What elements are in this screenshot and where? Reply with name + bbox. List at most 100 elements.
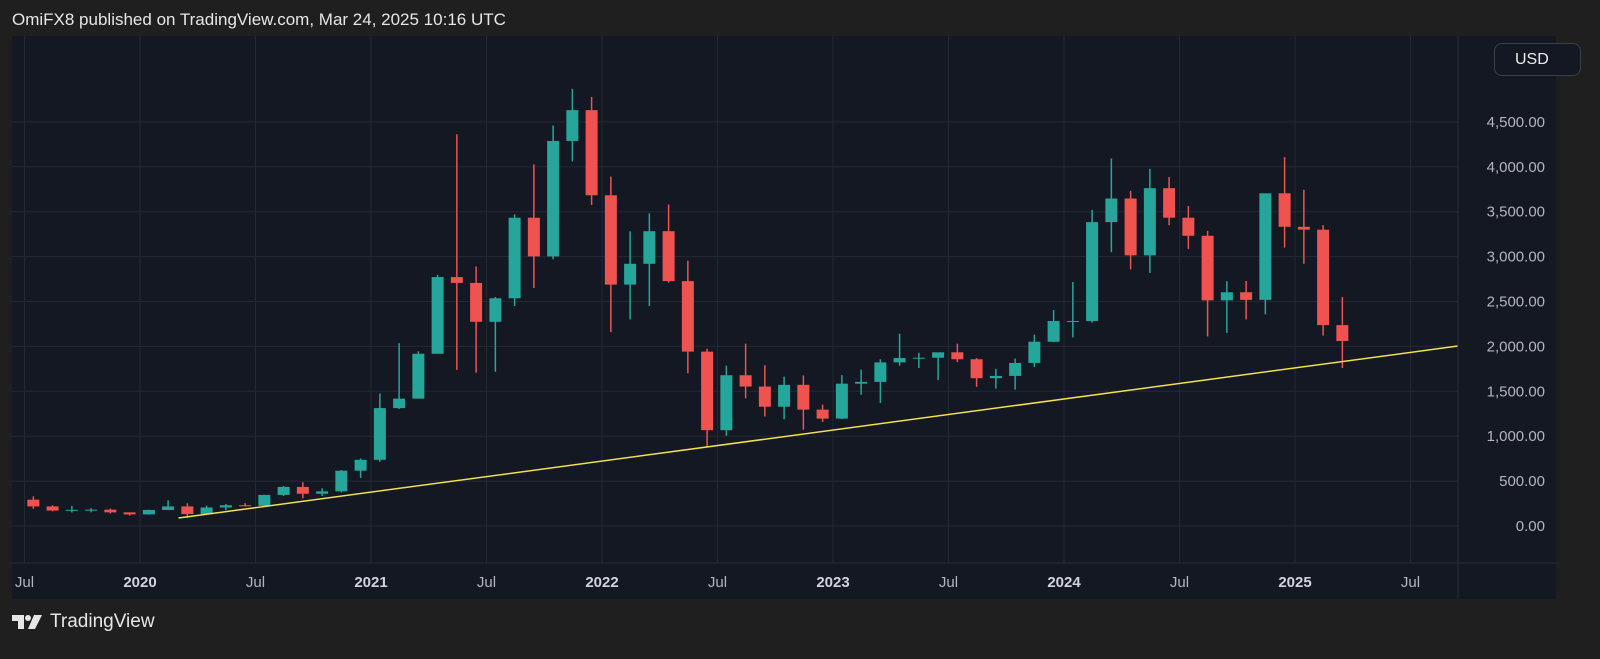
candle <box>1317 225 1330 336</box>
candle-body <box>65 509 78 511</box>
candle <box>1086 209 1099 323</box>
candle-body <box>104 509 117 513</box>
candle-body <box>142 509 155 515</box>
candle-body <box>970 359 983 379</box>
candle <box>835 375 848 420</box>
candle <box>566 88 579 162</box>
trendline-layer[interactable] <box>178 345 1458 519</box>
candle-body <box>1297 226 1310 230</box>
candle <box>85 508 98 513</box>
time-axis[interactable]: Jul 2020 Jul 2021 Jul 2022 Jul 2023 Jul 2024 Jul 20… <box>15 574 1420 591</box>
candle <box>123 512 136 516</box>
candle <box>701 348 714 447</box>
price-tick-label: 1,000.00 <box>1487 428 1545 445</box>
candle <box>1201 230 1214 337</box>
candle <box>104 508 117 514</box>
candle-body <box>1124 198 1137 256</box>
support-trendline[interactable] <box>178 345 1458 519</box>
candle <box>1297 189 1310 264</box>
candle <box>970 358 983 387</box>
candle-body <box>1066 320 1079 322</box>
price-tick-label: 0.00 <box>1516 518 1545 535</box>
price-axis[interactable]: 0.00 500.00 1,000.00 1,500.00 2,000.00 2,500.… <box>1487 114 1545 535</box>
candle <box>1259 193 1272 315</box>
candle <box>1105 158 1118 253</box>
candle-body <box>797 384 810 410</box>
time-tick-label: Jul <box>708 574 727 591</box>
candle-body <box>604 195 617 285</box>
candle <box>46 505 59 512</box>
candle-body <box>681 281 694 352</box>
candle <box>1047 310 1060 343</box>
candle-body <box>46 506 59 511</box>
candle-body <box>489 298 502 322</box>
candle-body <box>1028 341 1041 363</box>
logo-text: TradingView <box>50 611 155 632</box>
tradingview-logo[interactable]: TradingView <box>12 611 155 633</box>
candle-body <box>835 383 848 419</box>
candle-body <box>1240 292 1253 300</box>
candle-body <box>27 499 40 507</box>
candle-body <box>1278 193 1291 227</box>
candle-body <box>643 231 656 264</box>
candle <box>412 351 425 399</box>
candle <box>373 393 386 462</box>
price-tick-label: 4,500.00 <box>1487 114 1545 131</box>
candle-body <box>200 507 213 515</box>
candle <box>662 204 675 283</box>
candle-body <box>123 512 136 515</box>
candle <box>643 213 656 306</box>
candle <box>739 343 752 399</box>
candle <box>450 134 463 370</box>
candle-body <box>450 277 463 283</box>
price-tick-label: 3,500.00 <box>1487 204 1545 221</box>
candle-body <box>1220 292 1233 301</box>
candle-body <box>855 381 868 384</box>
candle-body <box>431 277 444 354</box>
candle-body <box>470 282 483 322</box>
candle-body <box>566 110 579 141</box>
candle <box>989 368 1002 389</box>
candle-body <box>1163 188 1176 218</box>
candle-body <box>277 486 290 495</box>
candle-body <box>1009 362 1022 376</box>
candle-body <box>296 486 309 494</box>
grid <box>12 36 1458 563</box>
candle <box>758 365 771 417</box>
time-tick-label: Jul <box>1170 574 1189 591</box>
candle <box>277 486 290 496</box>
candle-body <box>412 353 425 399</box>
candle <box>797 375 810 430</box>
candle-body <box>912 357 925 359</box>
candle-body <box>1086 222 1099 321</box>
candle-body <box>508 217 521 299</box>
candle <box>932 352 945 380</box>
candle-body <box>335 470 348 492</box>
candle <box>219 503 232 511</box>
candle-body <box>701 351 714 431</box>
candle <box>27 496 40 509</box>
candle <box>874 359 887 403</box>
tradingview-logo-icon <box>12 615 42 629</box>
candle <box>1028 334 1041 367</box>
candle-body <box>219 505 232 508</box>
candle-body <box>662 231 675 282</box>
candle <box>142 509 155 515</box>
candle <box>1143 168 1156 273</box>
candle <box>65 505 78 513</box>
candle <box>181 503 194 518</box>
candle <box>1124 190 1137 270</box>
time-tick-label: 2025 <box>1278 574 1311 591</box>
currency-button[interactable]: USD <box>1494 43 1581 76</box>
candle <box>951 343 964 363</box>
candle <box>1009 358 1022 390</box>
candle-body <box>373 408 386 460</box>
candle <box>893 333 906 366</box>
candle <box>1336 297 1349 368</box>
candle-body <box>624 263 637 285</box>
candle-body <box>527 217 540 257</box>
candle <box>624 231 637 320</box>
candle <box>354 458 367 478</box>
publish-header: OmiFX8 published on TradingView.com, Mar… <box>12 10 506 29</box>
